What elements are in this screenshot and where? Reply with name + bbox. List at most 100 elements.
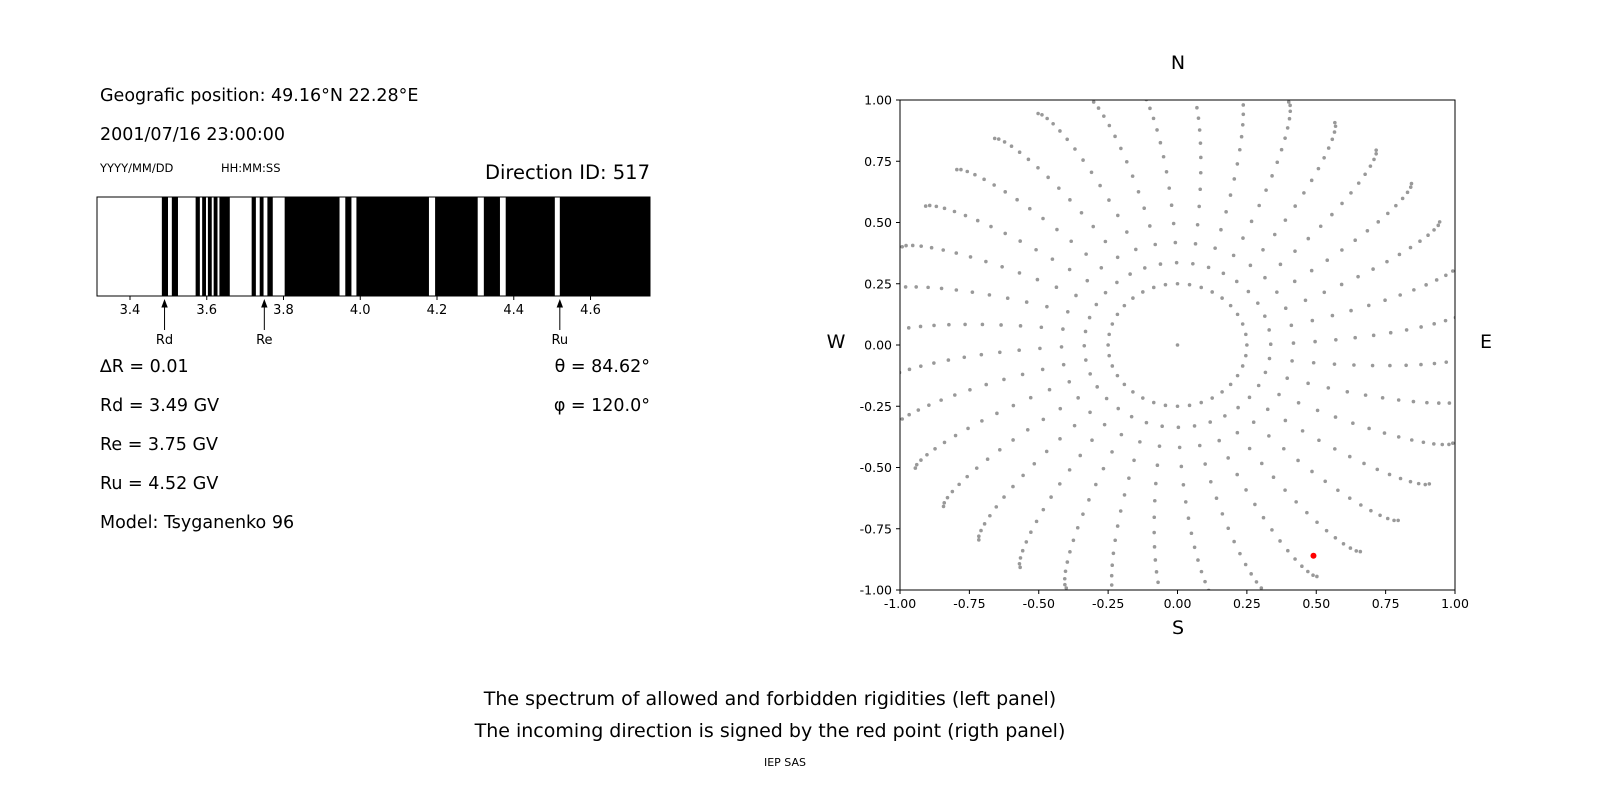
direction-grid-dot (1063, 582, 1067, 587)
direction-grid-dot (1199, 400, 1204, 405)
forbidden-band (171, 197, 178, 296)
direction-grid-dot (1283, 136, 1287, 140)
marker-arrow-head (161, 299, 168, 308)
direction-grid-dot (1084, 95, 1088, 97)
direction-grid-dot (1122, 303, 1127, 308)
direction-grid-dot (1109, 583, 1114, 587)
direction-grid-dot (1018, 565, 1022, 570)
direction-grid-dot (1142, 266, 1147, 270)
direction-grid-dot (1094, 302, 1099, 307)
direction-grid-dot (1087, 96, 1091, 100)
direction-grid-dot (934, 204, 939, 209)
direction-grid-dot (1018, 239, 1022, 243)
direction-grid-dot (1405, 190, 1410, 195)
direction-grid-dot (1198, 141, 1203, 145)
direction-grid-dot (1286, 100, 1291, 104)
direction-grid-dot (1469, 355, 1473, 359)
direction-grid-dot (1057, 186, 1061, 190)
forbidden-band (505, 197, 555, 296)
time-format-label: HH:MM:SS (221, 161, 281, 175)
direction-grid-dot (1333, 415, 1338, 419)
direction-grid-dot (965, 474, 969, 479)
direction-grid-dot (1128, 272, 1132, 276)
x-tick-label: 3.6 (196, 303, 217, 318)
direction-grid-dot (966, 426, 970, 431)
direction-grid-dot (1050, 257, 1055, 261)
direction-grid-dot (1115, 312, 1120, 317)
direction-grid-dot (1456, 401, 1460, 405)
marker-arrow-head (261, 299, 268, 308)
direction-grid-dot (1366, 303, 1371, 308)
direction-grid-dot (1310, 469, 1314, 474)
direction-grid-dot (1107, 123, 1112, 128)
forbidden-band (559, 197, 650, 296)
direction-grid-dot (893, 424, 897, 428)
direction-grid-dot (1363, 172, 1367, 177)
direction-grid-dot (1191, 262, 1195, 266)
marker-label: Ru (551, 333, 568, 348)
y-tick-label: -0.50 (860, 460, 892, 475)
direction-grid-dot (1330, 313, 1335, 318)
direction-grid-dot (1213, 246, 1217, 250)
direction-grid-dot (1263, 314, 1267, 318)
direction-grid-dot (1270, 528, 1274, 532)
direction-grid-dot (1245, 343, 1249, 347)
direction-grid-dot (1113, 538, 1117, 543)
direction-grid-dot (1241, 96, 1245, 100)
direction-grid-dot (1221, 271, 1226, 276)
direction-grid-dot (1036, 165, 1040, 170)
direction-grid-dot (973, 172, 977, 177)
direction-grid-dot (1155, 463, 1160, 468)
direction-grid-dot (1164, 170, 1169, 174)
direction-grid-dot (1065, 137, 1069, 142)
direction-grid-dot (1101, 466, 1106, 471)
direction-grid-dot (1158, 262, 1163, 266)
direction-grid-dot (1090, 438, 1094, 443)
direction-grid-dot (1244, 353, 1248, 358)
direction-grid-dot (1111, 551, 1116, 556)
marker-arrow-head (556, 299, 564, 308)
direction-grid-dot (963, 213, 968, 218)
direction-grid-dot (913, 466, 918, 470)
direction-grid-dot (1163, 282, 1168, 287)
direction-grid-dot (1326, 386, 1331, 390)
direction-grid-dot (1058, 406, 1063, 411)
direction-grid-dot (1071, 538, 1076, 543)
y-tick-label: 0.25 (864, 276, 892, 291)
y-tick-label: 0.75 (864, 154, 892, 169)
direction-grid-dot (954, 288, 959, 292)
direction-grid-dot (1272, 232, 1277, 237)
direction-grid-dot (1444, 273, 1448, 278)
direction-grid-dot (1020, 548, 1025, 553)
direction-grid-dot (1310, 318, 1315, 323)
direction-grid-dot (1009, 144, 1014, 149)
direction-grid-dot (1325, 258, 1330, 263)
direction-grid-dot (1192, 424, 1197, 428)
direction-grid-dot (1249, 572, 1253, 576)
direction-grid-dot (1404, 328, 1409, 332)
direction-grid-dot (982, 522, 987, 526)
direction-grid-dot (1240, 322, 1245, 326)
direction-grid-dot (1096, 106, 1101, 110)
direction-grid-dot (1088, 410, 1092, 415)
direction-grid-dot (1228, 193, 1233, 197)
x-tick-label: 0.25 (1233, 596, 1261, 611)
direction-grid-dot (1315, 408, 1320, 413)
compass-west-label: W (826, 331, 846, 353)
direction-grid-dot (942, 501, 947, 505)
forbidden-band (356, 197, 429, 296)
direction-grid-dot (959, 167, 963, 172)
direction-grid-dot (941, 504, 946, 509)
direction-grid-dot (996, 137, 1001, 141)
direction-grid-dot (1437, 220, 1442, 224)
direction-grid-dot (1210, 595, 1214, 599)
direction-grid-dot (1235, 312, 1240, 317)
direction-grid-dot (1236, 405, 1240, 410)
direction-grid-dot (1079, 210, 1084, 215)
direction-grid-dot (1192, 545, 1197, 550)
direction-grid-dot (1257, 203, 1261, 208)
direction-grid-dot (939, 398, 943, 402)
direction-grid-dot (1425, 400, 1429, 405)
direction-grid-dot (1196, 116, 1201, 120)
